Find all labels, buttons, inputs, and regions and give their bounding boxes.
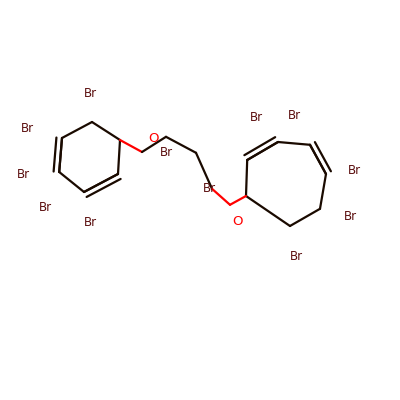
Text: Br: Br <box>21 122 34 134</box>
Text: O: O <box>232 215 242 228</box>
Text: Br: Br <box>290 250 302 263</box>
Text: Br: Br <box>39 201 52 214</box>
Text: Br: Br <box>348 164 361 176</box>
Text: Br: Br <box>84 87 96 100</box>
Text: Br: Br <box>288 109 300 122</box>
Text: Br: Br <box>160 146 173 158</box>
Text: Br: Br <box>250 111 262 124</box>
Text: O: O <box>148 132 158 145</box>
Text: Br: Br <box>17 168 30 180</box>
Text: Br: Br <box>203 182 216 194</box>
Text: Br: Br <box>344 210 357 222</box>
Text: Br: Br <box>84 216 96 229</box>
